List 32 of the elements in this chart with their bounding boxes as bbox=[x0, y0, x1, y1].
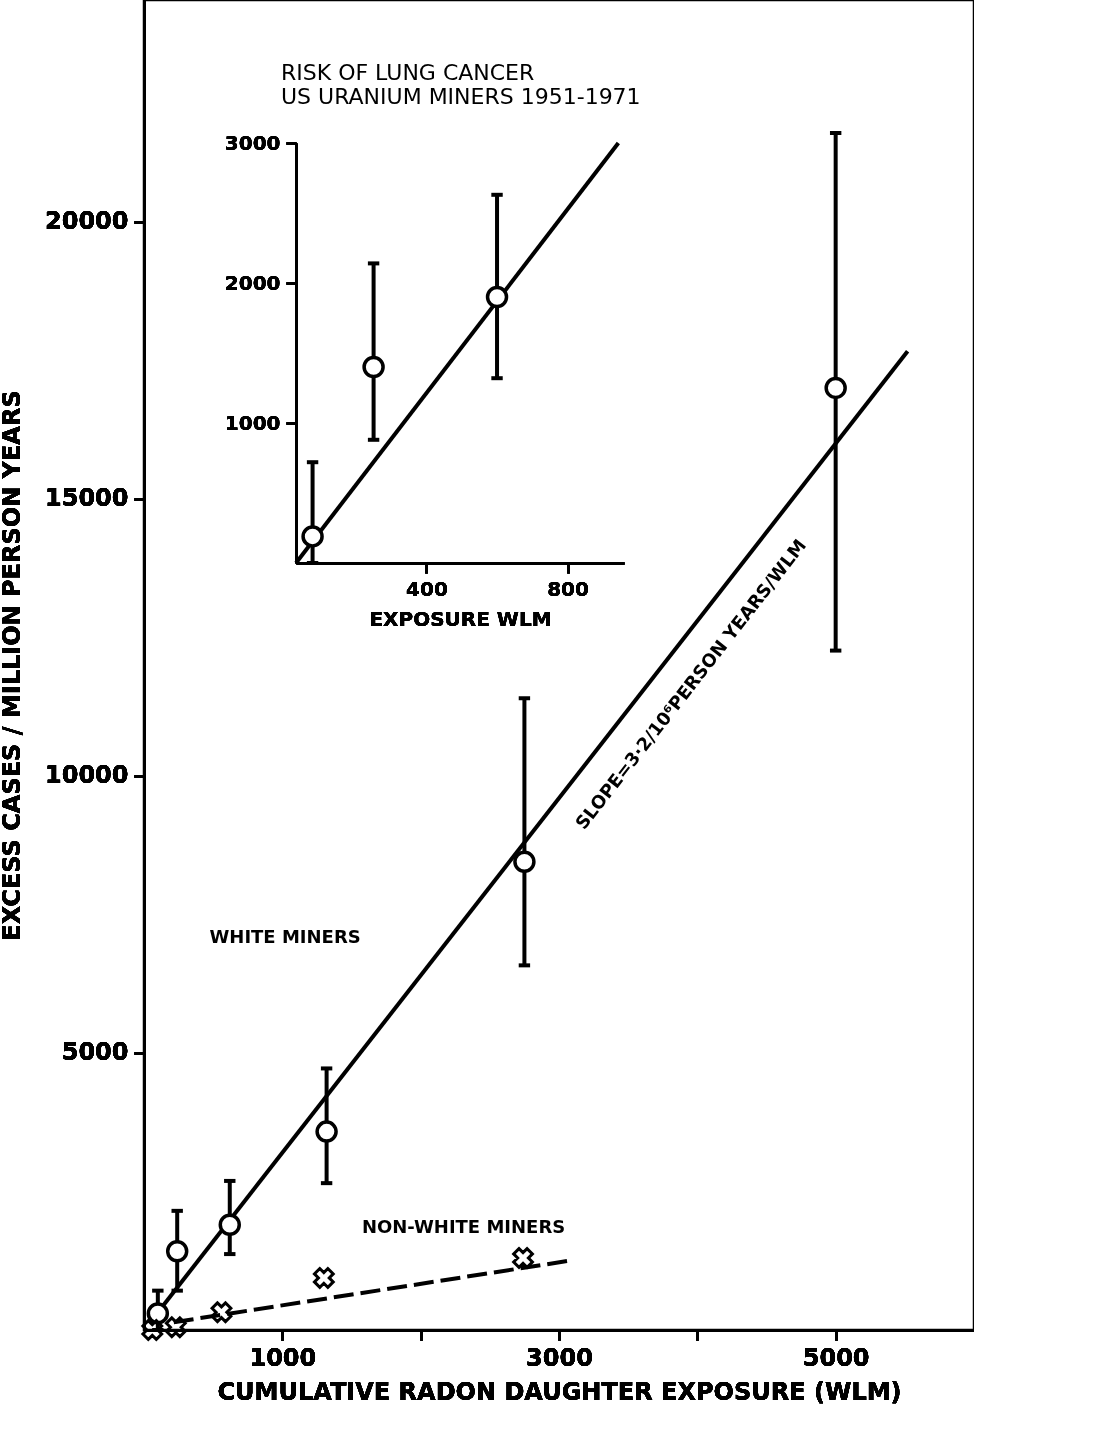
point bbox=[512, 1247, 534, 1269]
x-tick-label: 400 bbox=[406, 576, 448, 601]
y-tick-label: 2000 bbox=[224, 270, 281, 295]
x-tick-label: 1000 bbox=[249, 1343, 317, 1372]
x-tick-label: 3000 bbox=[526, 1343, 593, 1372]
y-tick-label: 10000 bbox=[45, 761, 129, 790]
y-tick-label: 5000 bbox=[61, 1038, 129, 1067]
x-tick-label: 5000 bbox=[802, 1343, 870, 1372]
point bbox=[485, 285, 509, 309]
y-tick-label: 3000 bbox=[224, 130, 281, 155]
x-tick-label: 800 bbox=[547, 576, 589, 601]
point bbox=[301, 525, 324, 548]
point bbox=[146, 1302, 170, 1325]
annotation: NON-WHITE MINERS bbox=[361, 1215, 566, 1237]
point bbox=[218, 1213, 241, 1236]
point bbox=[312, 1267, 335, 1289]
y-tick-label: 15000 bbox=[45, 484, 129, 513]
point bbox=[164, 1316, 187, 1339]
x-axis-title: CUMULATIVE RADON DAUGHTER EXPOSURE (WLM) bbox=[217, 1377, 902, 1406]
point bbox=[141, 1319, 164, 1341]
y-tick-label: 20000 bbox=[45, 207, 129, 236]
point bbox=[210, 1301, 233, 1324]
y-tick-label: 1000 bbox=[224, 410, 281, 435]
point bbox=[165, 1240, 189, 1263]
chart-title: RISK OF LUNG CANCER US URANIUM MINERS 1951-1971 bbox=[281, 60, 641, 109]
x-axis-title: EXPOSURE WLM bbox=[369, 606, 552, 631]
y-axis-title: EXCESS CASES / MILLION PERSON YEARS bbox=[0, 390, 26, 941]
annotation: WHITE MINERS bbox=[209, 925, 361, 947]
point bbox=[362, 355, 385, 379]
point bbox=[315, 1120, 338, 1143]
point bbox=[513, 850, 536, 873]
point bbox=[824, 376, 847, 400]
